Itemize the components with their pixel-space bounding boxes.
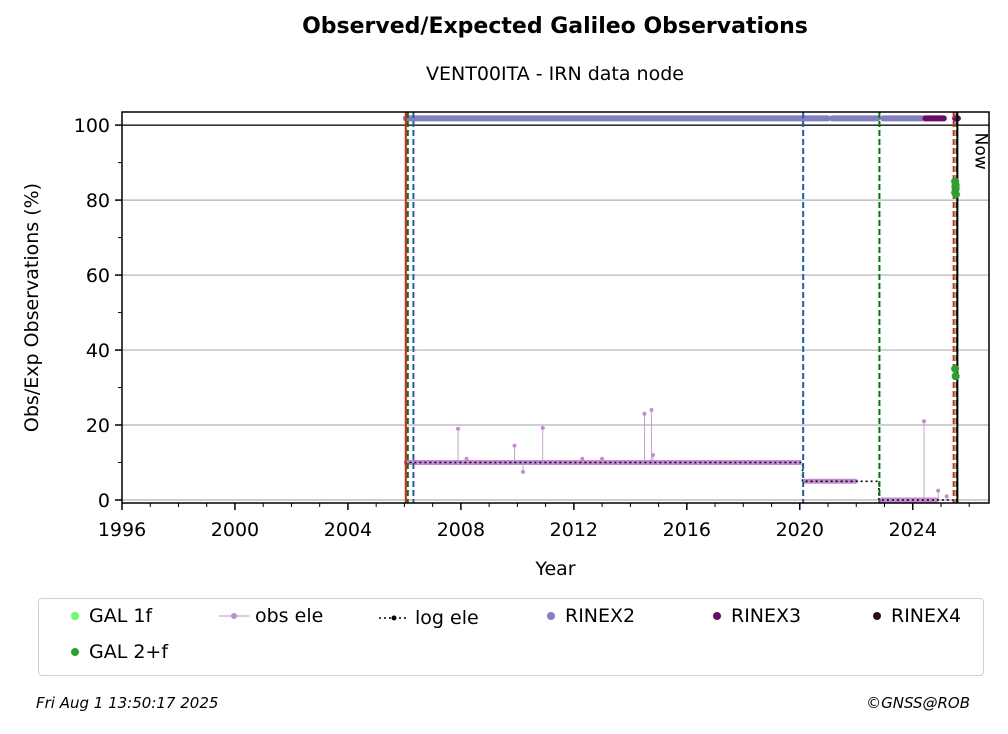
legend-symbol-graphic	[873, 612, 881, 620]
gal-2f-point	[951, 182, 960, 191]
y-tick-label: 60	[86, 265, 110, 287]
obs-ele-point	[464, 456, 469, 461]
footer-copyright: ©GNSS@ROB	[866, 694, 970, 712]
x-tick-label: 2020	[776, 519, 824, 541]
legend-symbol-graphic	[71, 612, 79, 620]
legend-item-rinex4: RINEX4	[855, 605, 961, 627]
legend-dot	[71, 648, 79, 656]
legend-label-gal-1f: GAL 1f	[89, 605, 153, 627]
legend-item-obs-ele: obs ele	[219, 605, 323, 627]
gal-2f-point	[951, 190, 960, 199]
gal-2f-point	[951, 364, 960, 373]
legend-symbol-log-ele	[379, 608, 409, 628]
log-ele-line	[404, 461, 957, 501]
x-tick-label: 1996	[98, 519, 146, 541]
gal-2f-point	[951, 372, 960, 381]
legend-label-gal-2f: GAL 2+f	[89, 641, 169, 663]
legend-symbol-gal-1f	[53, 606, 83, 626]
now-label: Now	[970, 133, 990, 170]
x-tick-label: 2016	[663, 519, 711, 541]
plot-frame	[121, 111, 990, 504]
legend-item-gal-1f: GAL 1f	[53, 605, 152, 627]
legend-dot	[873, 612, 881, 620]
obs-ele-point	[650, 453, 655, 458]
obs-ele-point	[642, 411, 647, 416]
obs-ele-point	[936, 488, 941, 493]
legend-dot	[713, 612, 721, 620]
legend-dot	[547, 612, 555, 620]
obs-ele-point	[456, 426, 461, 431]
chart-title: Observed/Expected Galileo Observations	[302, 14, 808, 39]
legend-label-log-ele: log ele	[415, 607, 479, 629]
legend-dot	[71, 612, 79, 620]
obs-ele-point	[649, 408, 654, 413]
obs-ele-point	[512, 443, 517, 448]
obs-ele-point	[600, 456, 605, 461]
legend: GAL 1f obs ele log ele RINEX2 RINEX3 RIN…	[38, 598, 984, 676]
legend-symbol-graphic	[547, 612, 555, 620]
legend-label-obs-ele: obs ele	[255, 605, 324, 627]
legend-symbol-graphic	[379, 615, 409, 621]
x-tick-label: 2012	[550, 519, 598, 541]
legend-symbol-graphic	[713, 612, 721, 620]
legend-dot	[231, 613, 237, 619]
y-tick-label: 40	[86, 340, 110, 362]
legend-item-gal-2f: GAL 2+f	[53, 641, 168, 663]
legend-item-rinex3: RINEX3	[695, 605, 801, 627]
legend-symbol-gal-2f	[53, 642, 83, 662]
y-axis-label: Obs/Exp Observations (%)	[21, 183, 43, 432]
legend-symbol-rinex4	[855, 606, 885, 626]
footer-timestamp: Fri Aug 1 13:50:17 2025	[36, 694, 219, 712]
x-tick-label: 2008	[437, 519, 485, 541]
legend-symbol-graphic	[219, 613, 249, 619]
legend-symbol-obs-ele	[219, 606, 249, 626]
y-tick-label: 100	[74, 115, 110, 137]
legend-item-log-ele: log ele	[379, 607, 479, 629]
legend-label-rinex2: RINEX2	[565, 605, 636, 627]
x-tick-label: 2024	[889, 519, 937, 541]
obs-ele-point	[580, 456, 585, 461]
y-tick-label: 20	[86, 415, 110, 437]
legend-item-rinex2: RINEX2	[529, 605, 635, 627]
y-tick-label: 0	[98, 490, 110, 512]
legend-label-rinex4: RINEX4	[891, 605, 962, 627]
legend-label-rinex3: RINEX3	[731, 605, 802, 627]
x-tick-label: 2004	[324, 519, 372, 541]
legend-symbol-rinex2	[529, 606, 559, 626]
obs-ele-point	[540, 426, 545, 431]
legend-symbol-rinex3	[695, 606, 725, 626]
x-tick-label: 2000	[211, 519, 259, 541]
obs-ele-point	[944, 494, 949, 499]
obs-ele-point	[922, 419, 927, 424]
legend-symbol-graphic	[71, 648, 79, 656]
legend-dot	[391, 615, 397, 621]
obs-ele-point	[521, 469, 526, 474]
y-tick-label: 80	[86, 190, 110, 212]
x-axis-label: Year	[534, 558, 575, 580]
obs-ele-point	[794, 460, 799, 465]
chart-subtitle: VENT00ITA - IRN data node	[426, 63, 684, 85]
obs-ele-point	[806, 479, 811, 484]
